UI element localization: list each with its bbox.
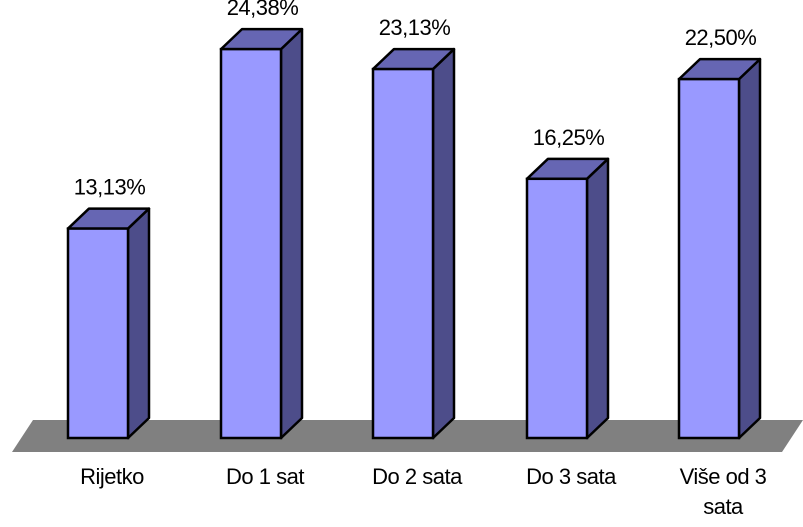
bar-front-face xyxy=(525,177,589,440)
bar xyxy=(219,27,304,440)
category-label: Do 2 sata xyxy=(372,464,463,489)
bar xyxy=(371,47,456,440)
data-labels-group: 13,13% 24,38% 23,13% 16,25% 22,50% xyxy=(74,0,757,200)
bar-front-face xyxy=(66,227,130,440)
category-label: Više od 3 xyxy=(680,464,767,489)
bar xyxy=(525,157,610,440)
data-label: 23,13% xyxy=(379,15,451,40)
bar xyxy=(66,207,151,440)
bar-side-face xyxy=(585,157,610,440)
category-labels-group: Rijetko Do 1 sat Do 2 sata Do 3 sata Više od… xyxy=(80,464,767,519)
category-label: sata xyxy=(703,494,744,519)
data-label: 22,50% xyxy=(685,25,757,50)
bars-group xyxy=(66,27,762,440)
bar-side-face xyxy=(737,57,762,440)
bar-front-face xyxy=(371,67,435,440)
bar-side-face xyxy=(431,47,456,440)
category-label: Do 3 sata xyxy=(526,464,617,489)
bar-side-face xyxy=(126,207,151,440)
bar xyxy=(677,57,762,440)
bar-front-face xyxy=(677,77,741,440)
category-label: Rijetko xyxy=(80,464,144,489)
bar-side-face xyxy=(279,27,304,440)
bar-front-face xyxy=(219,47,283,440)
category-label: Do 1 sat xyxy=(226,464,304,489)
data-label: 16,25% xyxy=(533,125,605,150)
data-label: 24,38% xyxy=(227,0,299,20)
data-label: 13,13% xyxy=(74,175,146,200)
